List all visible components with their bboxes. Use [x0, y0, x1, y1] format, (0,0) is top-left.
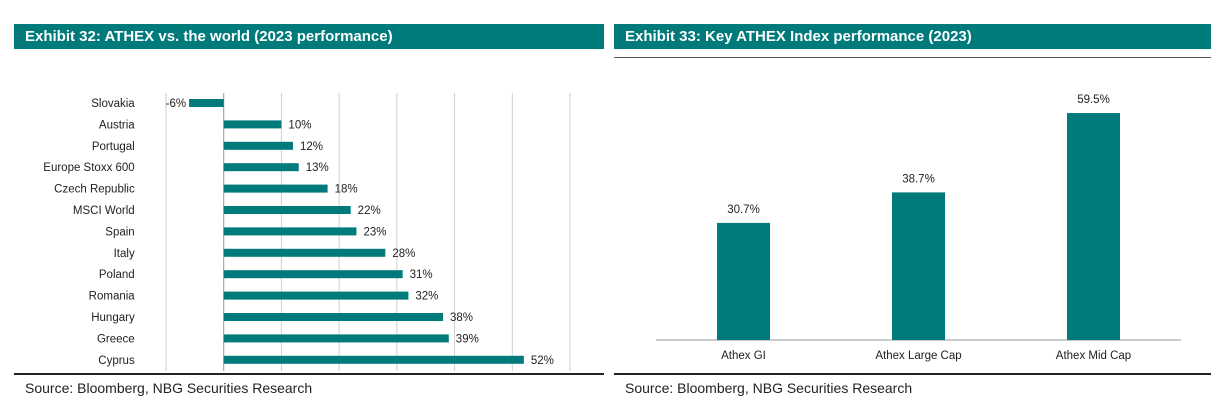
data-label: 18% [335, 184, 358, 196]
bar [223, 163, 299, 172]
data-label: 30.7% [727, 204, 760, 216]
category-label: Romania [89, 291, 136, 303]
bar [892, 192, 945, 340]
data-label: 38.7% [902, 173, 935, 185]
bar [189, 99, 224, 107]
category-label: Athex Mid Cap [1056, 350, 1131, 362]
category-label: Greece [97, 333, 135, 345]
data-label: 31% [410, 269, 433, 281]
exhibit-32-chart: Slovakia -6% Austria 10% Portugal 12% Europe S… [43, 93, 571, 371]
exhibit-33-footer-rule [614, 373, 1211, 375]
category-label: Portugal [92, 141, 135, 153]
category-label: Cyprus [98, 355, 135, 367]
exhibit-32-title: Exhibit 32: ATHEX vs. the world (2023 pe… [14, 24, 604, 49]
category-label: Austria [99, 119, 135, 131]
bar [223, 227, 357, 236]
data-label: 59.5% [1077, 94, 1110, 106]
data-label: 13% [306, 162, 329, 174]
data-label: -6% [166, 98, 186, 110]
exhibit-32-panel: Exhibit 32: ATHEX vs. the world (2023 pe… [14, 24, 604, 406]
data-label: 22% [358, 205, 381, 217]
data-label: 32% [415, 291, 438, 303]
data-label: 10% [288, 119, 311, 131]
exhibit-32-source: Source: Bloomberg, NBG Securities Resear… [25, 380, 313, 396]
bar [223, 206, 351, 214]
bar [1067, 113, 1120, 340]
data-label: 23% [363, 226, 386, 238]
exhibit-33-title: Exhibit 33: Key ATHEX Index performance … [614, 24, 1211, 49]
exhibit-33-chart: 30.7% Athex GI 38.7% Athex Large Cap 59.5% At… [656, 94, 1181, 362]
data-label: 39% [456, 333, 479, 345]
category-label: Athex Large Cap [875, 350, 961, 362]
category-label: Poland [99, 269, 135, 281]
exhibit-32-footer-rule [14, 373, 604, 375]
exhibit-33-header-rule [614, 57, 1211, 58]
data-label: 28% [392, 248, 415, 260]
bar [223, 313, 444, 321]
bar [223, 291, 409, 300]
data-label: 12% [300, 141, 323, 153]
bar [223, 270, 403, 279]
exhibit-33-panel: Exhibit 33: Key ATHEX Index performance … [614, 24, 1211, 406]
bar [223, 184, 328, 193]
bar [717, 222, 770, 340]
category-label: Spain [105, 226, 134, 238]
category-label: Athex GI [721, 350, 766, 362]
category-label: Czech Republic [54, 184, 135, 196]
bar [223, 355, 524, 364]
exhibit-33-source: Source: Bloomberg, NBG Securities Resear… [625, 380, 913, 396]
data-label: 52% [531, 355, 554, 367]
bar [223, 120, 282, 129]
bar [223, 248, 386, 257]
category-label: Europe Stoxx 600 [43, 162, 134, 174]
category-label: Slovakia [91, 98, 135, 110]
data-label: 38% [450, 312, 473, 324]
category-label: Italy [114, 248, 135, 260]
bar [223, 334, 449, 343]
category-label: Hungary [91, 312, 135, 324]
bar [223, 141, 293, 150]
category-label: MSCI World [73, 205, 135, 217]
